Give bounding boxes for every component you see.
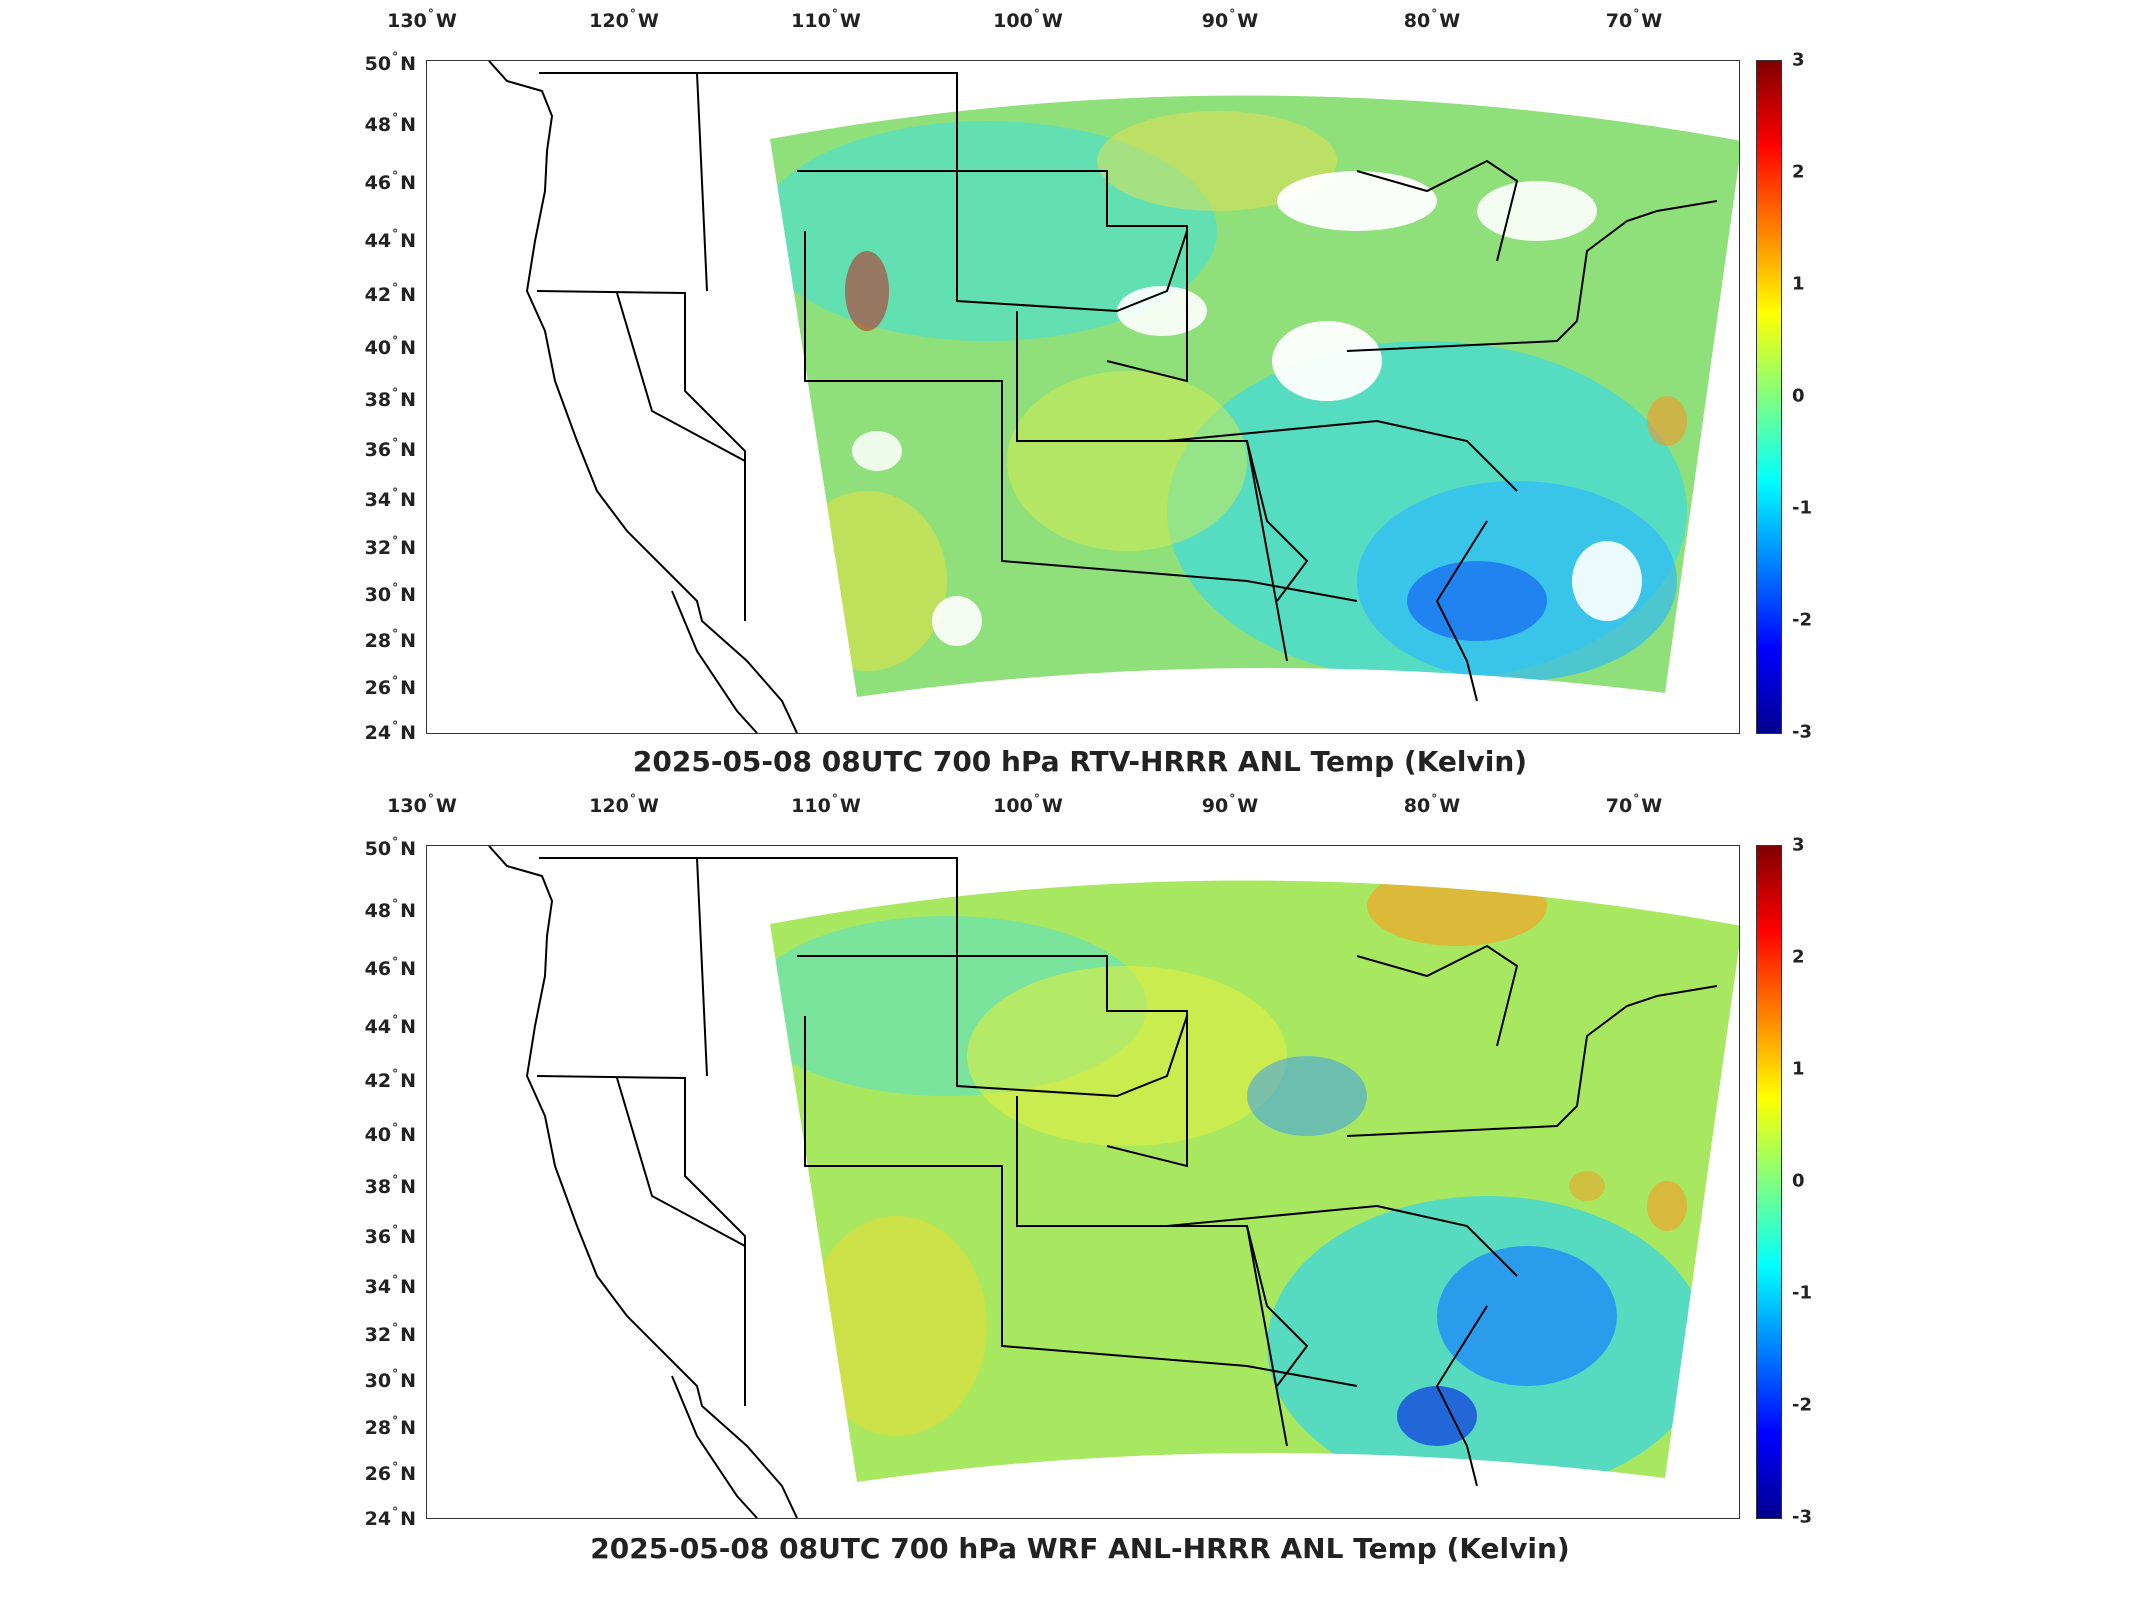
lat-tick: 40° N	[364, 1121, 416, 1146]
lat-tick: 46° N	[364, 955, 416, 980]
colorbar-tick: 3	[1792, 49, 1805, 71]
lat-tick: 34° N	[364, 486, 416, 511]
lat-tick: 48° N	[364, 897, 416, 922]
panel-title: 2025-05-08 08UTC 700 hPa WRF ANL-HRRR AN…	[590, 1532, 1570, 1565]
colorbar-tick: -2	[1792, 1394, 1812, 1416]
lat-tick: 42° N	[364, 281, 416, 306]
colorbar-tick: -3	[1792, 721, 1812, 743]
lat-tick: 24° N	[364, 719, 416, 744]
lat-tick: 38° N	[364, 386, 416, 411]
colorbar-tick: 2	[1792, 946, 1805, 968]
coastlines-and-borders	[488, 846, 1718, 1518]
lat-tick: 50° N	[364, 50, 416, 75]
lat-tick: 28° N	[364, 1414, 416, 1439]
lon-tick: 130° W	[387, 7, 457, 32]
colorbar	[1756, 845, 1782, 1519]
lon-tick: 120° W	[589, 792, 659, 817]
lon-tick: 90° W	[1201, 792, 1259, 817]
lat-tick: 42° N	[364, 1067, 416, 1092]
map-plot-area	[426, 845, 1740, 1519]
lat-tick: 28° N	[364, 627, 416, 652]
lon-tick: 70° W	[1605, 792, 1663, 817]
lat-tick: 26° N	[364, 674, 416, 699]
lon-tick: 80° W	[1403, 792, 1461, 817]
map-plot-area	[426, 60, 1740, 734]
lon-tick: 130° W	[387, 792, 457, 817]
map-svg	[488, 846, 1739, 1518]
colorbar-tick: 1	[1792, 273, 1805, 295]
lat-tick: 38° N	[364, 1173, 416, 1198]
lat-tick: 40° N	[364, 334, 416, 359]
lat-tick: 34° N	[364, 1273, 416, 1298]
lat-tick: 48° N	[364, 111, 416, 136]
map-panel-rtv: 130° W 120° W 110° W 100° W 90° W 80° W 70° W 5…	[0, 0, 2133, 790]
lat-tick: 30° N	[364, 1367, 416, 1392]
lon-tick: 80° W	[1403, 7, 1461, 32]
colorbar-tick: -1	[1792, 1282, 1812, 1304]
lat-tick: 50° N	[364, 835, 416, 860]
lat-tick: 44° N	[364, 1013, 416, 1038]
lon-tick: 90° W	[1201, 7, 1259, 32]
panel-title: 2025-05-08 08UTC 700 hPa RTV-HRRR ANL Te…	[632, 745, 1528, 778]
lat-tick: 32° N	[364, 1321, 416, 1346]
lat-tick: 44° N	[364, 227, 416, 252]
lat-tick: 46° N	[364, 169, 416, 194]
lat-tick: 36° N	[364, 436, 416, 461]
lon-tick: 100° W	[993, 7, 1063, 32]
lon-tick: 70° W	[1605, 7, 1663, 32]
lat-tick: 32° N	[364, 534, 416, 559]
lat-tick: 30° N	[364, 581, 416, 606]
coastlines-and-borders	[488, 61, 1718, 733]
colorbar	[1756, 60, 1782, 734]
colorbar-tick: 1	[1792, 1058, 1805, 1080]
lat-tick: 26° N	[364, 1460, 416, 1485]
colorbar-tick: -2	[1792, 609, 1812, 631]
map-svg	[488, 61, 1739, 733]
lat-tick: 24° N	[364, 1505, 416, 1530]
lon-tick: 110° W	[791, 7, 861, 32]
colorbar-tick: 3	[1792, 834, 1805, 856]
colorbar-tick: 0	[1792, 1170, 1805, 1192]
lon-tick: 120° W	[589, 7, 659, 32]
temperature-difference-field	[770, 880, 1707, 1482]
colorbar-tick: -3	[1792, 1506, 1812, 1528]
colorbar-tick: 2	[1792, 161, 1805, 183]
lon-tick: 100° W	[993, 792, 1063, 817]
colorbar-tick: 0	[1792, 385, 1805, 407]
lat-tick: 36° N	[364, 1223, 416, 1248]
temperature-difference-field	[770, 111, 1687, 681]
lon-tick: 110° W	[791, 792, 861, 817]
colorbar-tick: -1	[1792, 497, 1812, 519]
map-panel-wrf: 130° W 120° W 110° W 100° W 90° W 80° W 70° W 5…	[0, 790, 2133, 1600]
